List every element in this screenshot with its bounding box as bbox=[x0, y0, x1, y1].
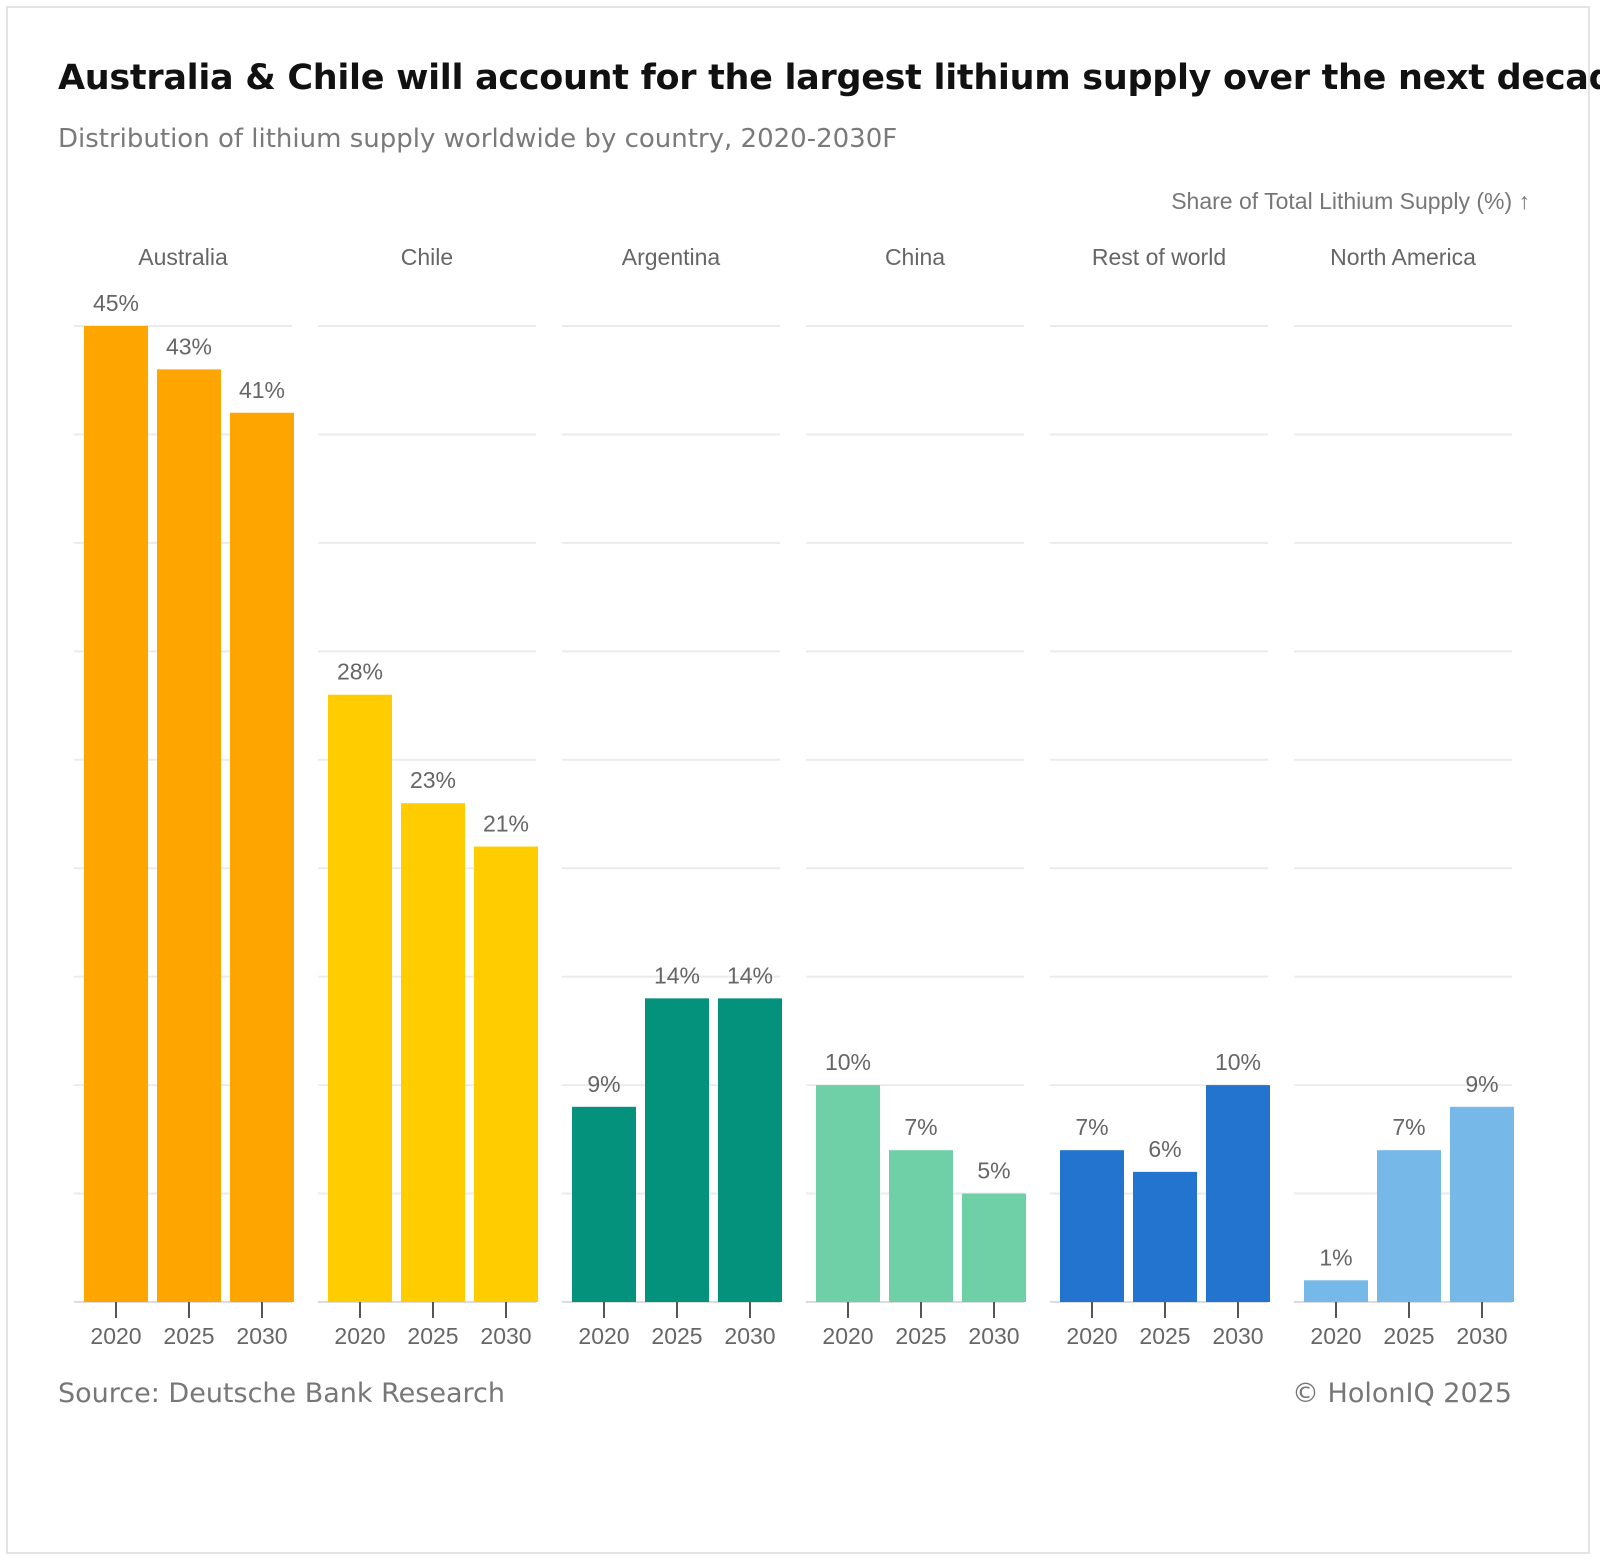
x-tick-label: 2030 bbox=[1212, 1323, 1263, 1349]
data-label: 14% bbox=[654, 962, 700, 988]
chart-panels: Australia 45% 2020 43% 2025 41% 2030 Chile 28% 20… bbox=[74, 244, 1514, 1349]
data-label: 7% bbox=[1075, 1114, 1108, 1140]
data-label: 14% bbox=[727, 962, 773, 988]
bar-argentina-2020 bbox=[572, 1106, 636, 1302]
bar-australia-2020 bbox=[84, 326, 148, 1302]
panel-chile: Chile 28% 2020 23% 2025 21% 2030 bbox=[318, 244, 538, 1349]
chart-title: Australia & Chile will account for the l… bbox=[58, 58, 1600, 98]
bar-australia-2025 bbox=[157, 369, 221, 1302]
data-label: 7% bbox=[1392, 1114, 1425, 1140]
panel-title-australia: Australia bbox=[138, 244, 228, 270]
x-tick-label: 2025 bbox=[895, 1323, 946, 1349]
data-label: 23% bbox=[410, 767, 456, 793]
data-label: 10% bbox=[825, 1049, 871, 1075]
x-tick-label: 2030 bbox=[968, 1323, 1019, 1349]
copyright-note: © HolonIQ 2025 bbox=[1291, 1378, 1512, 1409]
x-tick-label: 2030 bbox=[480, 1323, 531, 1349]
panel-argentina: Argentina 9% 2020 14% 2025 14% 2030 bbox=[562, 244, 782, 1349]
chart-subtitle: Distribution of lithium supply worldwide… bbox=[58, 124, 898, 154]
x-tick-label: 2025 bbox=[163, 1323, 214, 1349]
x-tick-label: 2025 bbox=[1139, 1323, 1190, 1349]
x-tick-label: 2020 bbox=[1310, 1323, 1361, 1349]
bar-north-america-2025 bbox=[1377, 1150, 1441, 1302]
data-label: 28% bbox=[337, 659, 383, 685]
x-tick-label: 2020 bbox=[1066, 1323, 1117, 1349]
x-tick-label: 2030 bbox=[1456, 1323, 1507, 1349]
x-tick-label: 2020 bbox=[822, 1323, 873, 1349]
x-tick-label: 2025 bbox=[407, 1323, 458, 1349]
data-label: 45% bbox=[93, 290, 139, 316]
bar-argentina-2030 bbox=[718, 998, 782, 1302]
bar-north-america-2020 bbox=[1304, 1280, 1368, 1302]
panel-china: China 10% 2020 7% 2025 5% 2030 bbox=[806, 244, 1026, 1349]
panel-rest-of-world: Rest of world 7% 2020 6% 2025 10% 2030 bbox=[1050, 244, 1270, 1349]
data-label: 43% bbox=[166, 333, 212, 359]
data-label: 7% bbox=[904, 1114, 937, 1140]
panel-australia: Australia 45% 2020 43% 2025 41% 2030 bbox=[74, 244, 294, 1349]
source-note: Source: Deutsche Bank Research bbox=[58, 1378, 505, 1409]
bar-china-2025 bbox=[889, 1150, 953, 1302]
x-tick-label: 2025 bbox=[651, 1323, 702, 1349]
panel-title-chile: Chile bbox=[401, 244, 453, 270]
x-tick-label: 2020 bbox=[334, 1323, 385, 1349]
data-label: 21% bbox=[483, 811, 529, 837]
y-axis-label: Share of Total Lithium Supply (%) ↑ bbox=[1171, 188, 1530, 214]
bar-australia-2030 bbox=[230, 412, 294, 1302]
x-tick-label: 2030 bbox=[236, 1323, 287, 1349]
bar-rest-of-world-2020 bbox=[1060, 1150, 1124, 1302]
bar-chile-2030 bbox=[474, 846, 538, 1302]
panel-title-north-america: North America bbox=[1330, 244, 1476, 270]
data-label: 5% bbox=[977, 1158, 1010, 1184]
data-label: 1% bbox=[1319, 1244, 1352, 1270]
data-label: 9% bbox=[1465, 1071, 1498, 1097]
bar-chile-2025 bbox=[401, 803, 465, 1302]
bar-rest-of-world-2030 bbox=[1206, 1085, 1270, 1302]
bar-china-2030 bbox=[962, 1193, 1026, 1302]
data-label: 41% bbox=[239, 377, 285, 403]
bar-chile-2020 bbox=[328, 694, 392, 1302]
panel-title-china: China bbox=[885, 244, 945, 270]
bar-rest-of-world-2025 bbox=[1133, 1171, 1197, 1302]
x-tick-label: 2020 bbox=[90, 1323, 141, 1349]
bar-north-america-2030 bbox=[1450, 1106, 1514, 1302]
x-tick-label: 2020 bbox=[578, 1323, 629, 1349]
x-tick-label: 2025 bbox=[1383, 1323, 1434, 1349]
data-label: 9% bbox=[587, 1071, 620, 1097]
data-label: 10% bbox=[1215, 1049, 1261, 1075]
data-label: 6% bbox=[1148, 1136, 1181, 1162]
bar-argentina-2025 bbox=[645, 998, 709, 1302]
panel-title-rest-of-world: Rest of world bbox=[1092, 244, 1226, 270]
panel-north-america: North America 1% 2020 7% 2025 9% 2030 bbox=[1294, 244, 1514, 1349]
bar-china-2020 bbox=[816, 1085, 880, 1302]
panel-title-argentina: Argentina bbox=[622, 244, 721, 270]
x-tick-label: 2030 bbox=[724, 1323, 775, 1349]
